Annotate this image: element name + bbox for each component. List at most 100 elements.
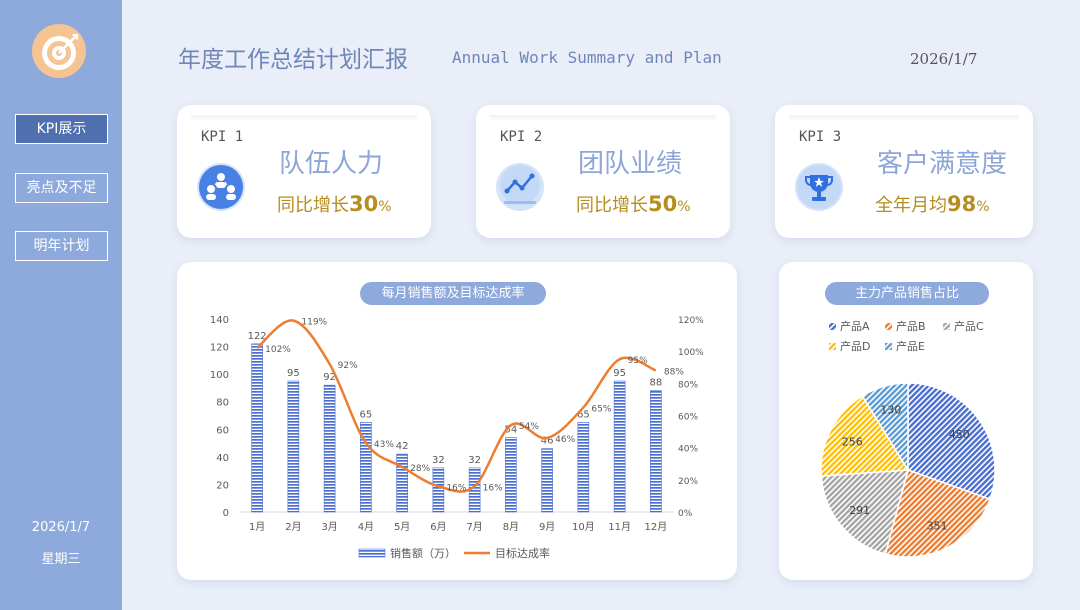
card-decor [191, 115, 417, 121]
line-value-label: 43% [374, 440, 394, 450]
line-value-label: 88% [664, 367, 684, 377]
bar-8月 [505, 437, 517, 513]
kpi-card-3: KPI 3 客户满意度 全年月均98% [775, 105, 1033, 238]
y2-axis-tick-label: 120% [678, 316, 704, 326]
line-value-label: 95% [628, 356, 648, 366]
kpi-value-unit: % [378, 199, 392, 215]
line-value-label: 119% [301, 318, 327, 328]
pie-legend-label: 产品E [896, 339, 925, 353]
pie-value-label: 256 [842, 435, 863, 448]
x-axis-tick-label: 2月 [285, 521, 301, 533]
bar-value-label: 95 [287, 368, 300, 379]
bar-4月 [360, 422, 372, 513]
pie-slice-产品D [820, 394, 910, 477]
sidebar-date: 2026/1/7 [31, 520, 91, 535]
card-decor [490, 115, 716, 121]
kpi-value-number: 50 [648, 192, 678, 216]
x-axis-tick-label: 10月 [572, 521, 595, 533]
pie-legend-label: 产品A [840, 319, 870, 333]
bar-value-label: 92 [323, 372, 336, 383]
product-share-pie-chart: 产品A 产品B 产品C 产品D 产品E 450 351 291 256 130 [820, 319, 996, 558]
bar-1月 [251, 343, 263, 513]
sales-combo-chart: 0 20 40 60 80 100 120 140 0% 20% 40% 60% 80% 100% 120%… [210, 315, 704, 560]
team-people-icon [197, 163, 245, 211]
card-decor [789, 115, 1019, 121]
line-value-label: 28% [410, 464, 430, 474]
pie-legend-swatch [829, 343, 836, 350]
line-value-label: 102% [265, 345, 291, 355]
bar-6月 [432, 467, 445, 513]
y-axis-tick-label: 40 [216, 453, 229, 464]
header-date: 2026/1/7 [910, 50, 978, 68]
product-share-card: 主力产品销售占比 产品A 产品B 产品C 产品D 产品E 450 351 291 256 130 [779, 262, 1033, 580]
bar-value-label: 46 [541, 436, 554, 447]
pie-legend-swatch [885, 323, 892, 330]
kpi-value-prefix: 同比增长 [277, 195, 349, 216]
line-value-label: 65% [591, 404, 611, 414]
kpi-value: 全年月均98% [875, 191, 990, 217]
y-axis-tick-label: 120 [210, 343, 229, 354]
bar-3月 [323, 384, 336, 513]
sidebar-weekday: 星期三 [41, 552, 81, 567]
y-axis-tick-label: 140 [210, 315, 229, 326]
pie-legend-label: 产品B [896, 319, 926, 333]
kpi-value: 同比增长30% [277, 191, 392, 217]
x-axis-tick-label: 6月 [430, 521, 446, 533]
kpi-value-number: 98 [947, 192, 977, 216]
bar-value-label: 32 [432, 455, 445, 466]
legend-line-label: 目标达成率 [495, 546, 550, 560]
y2-axis-tick-label: 80% [678, 380, 698, 390]
sales-chart-card: 每月销售额及目标达成率 0 20 40 60 80 100 120 140 0% 20% 40% 60… [177, 262, 737, 580]
page-title: 年度工作总结计划汇报 [178, 47, 408, 73]
x-axis-tick-label: 4月 [358, 521, 374, 533]
bar-9月 [541, 448, 553, 513]
bar-value-label: 65 [577, 409, 590, 420]
x-axis-tick-label: 8月 [503, 521, 519, 533]
pie-value-label: 450 [949, 428, 970, 441]
bar-12月 [650, 390, 662, 513]
y2-axis-tick-label: 20% [678, 477, 698, 487]
bar-value-label: 122 [248, 331, 267, 342]
legend-bar-label: 销售额（万） [390, 546, 456, 560]
bar-5月 [396, 453, 408, 513]
x-axis-tick-label: 5月 [394, 521, 410, 533]
bar-value-label: 88 [650, 378, 663, 389]
bar-value-label: 65 [360, 409, 373, 420]
nav-kpi-button[interactable]: KPI展示 [15, 114, 108, 144]
kpi-value-prefix: 同比增长 [576, 195, 648, 216]
target-logo-icon [32, 24, 86, 78]
sales-chart-title: 每月销售额及目标达成率 [360, 282, 546, 305]
pie-chart-title: 主力产品销售占比 [825, 282, 989, 305]
bar-value-label: 32 [468, 455, 481, 466]
y2-axis-tick-label: 60% [678, 413, 698, 423]
kpi-card-1: KPI 1 队伍人力 同比增长30% [177, 105, 431, 238]
kpi-label: KPI 1 [201, 129, 244, 145]
nav-next-year-plan-button[interactable]: 明年计划 [15, 231, 108, 261]
x-axis-tick-label: 3月 [321, 521, 337, 533]
line-value-label: 46% [555, 435, 575, 445]
trend-chart-icon [496, 163, 544, 211]
page-subtitle: Annual Work Summary and Plan [452, 48, 722, 67]
pie-legend-label: 产品D [840, 339, 870, 353]
kpi-title: 队伍人力 [279, 149, 384, 179]
x-axis-tick-label: 7月 [466, 521, 482, 533]
pie-legend-swatch [943, 323, 950, 330]
legend-bar-swatch [358, 548, 386, 558]
kpi-title: 客户满意度 [877, 149, 1008, 179]
pie-legend-label: 产品C [954, 319, 984, 333]
pie-legend-swatch [885, 343, 892, 350]
line-value-label: 16% [483, 483, 503, 493]
y-axis-tick-label: 20 [216, 480, 229, 491]
kpi-card-2: KPI 2 团队业绩 同比增长50% [476, 105, 730, 238]
x-axis-tick-label: 9月 [539, 521, 555, 533]
x-axis-tick-label: 12月 [645, 521, 668, 533]
pie-legend-swatch [829, 323, 836, 330]
nav-highlights-button[interactable]: 亮点及不足 [15, 173, 108, 203]
x-axis-tick-label: 1月 [249, 521, 265, 533]
y-axis-tick-label: 80 [216, 398, 229, 409]
sidebar: KPI展示 亮点及不足 明年计划 2026/1/7 星期三 [0, 0, 122, 610]
pie-slice-产品E [861, 382, 909, 473]
y2-axis-tick-label: 0% [678, 509, 693, 519]
line-value-label: 16% [446, 483, 466, 493]
pie-slice-产品A [907, 382, 996, 501]
